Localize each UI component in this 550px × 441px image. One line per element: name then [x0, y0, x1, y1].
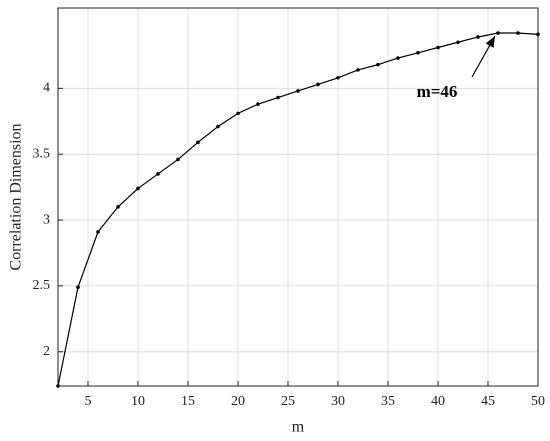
data-point [236, 111, 240, 116]
data-point [96, 230, 100, 234]
data-point [456, 40, 460, 45]
data-point [496, 31, 500, 35]
x-tick-label: 5 [85, 394, 92, 409]
x-tick-label: 25 [281, 394, 295, 409]
data-point [76, 285, 80, 290]
y-tick-label: 3 [43, 212, 50, 227]
y-tick-label: 4 [43, 81, 50, 96]
x-tick-label: 10 [131, 394, 145, 409]
data-point [116, 205, 120, 209]
x-tick-label: 40 [431, 394, 445, 409]
data-line [57, 32, 539, 387]
data-point [156, 172, 160, 176]
data-point [276, 95, 280, 100]
y-tick-label: 3.5 [33, 146, 51, 161]
x-tick-label: 35 [381, 394, 395, 409]
data-point [396, 56, 400, 60]
x-tick-label: 20 [231, 394, 245, 409]
y-tick-label: 2 [43, 344, 50, 359]
data-point [356, 68, 360, 72]
data-point [376, 62, 380, 67]
annotation-text: m=46 [417, 82, 458, 101]
plot-frame [57, 7, 539, 387]
data-point [476, 35, 480, 39]
data-point [56, 384, 60, 388]
data-point [216, 124, 220, 129]
x-tick-label: 45 [481, 394, 495, 409]
data-point [296, 89, 300, 93]
data-point [416, 50, 420, 55]
y-axis-label: Correlation Dimension [8, 123, 25, 270]
arrow-head [485, 36, 495, 48]
data-point [436, 45, 440, 50]
x-axis-label: m [292, 419, 305, 436]
data-point [336, 76, 340, 80]
x-tick-label: 50 [531, 394, 545, 409]
x-tick-label: 15 [181, 394, 195, 409]
data-point [316, 82, 320, 87]
data-point [196, 140, 200, 145]
y-tick-label: 2.5 [33, 278, 51, 293]
data-point [176, 157, 180, 162]
data-point [136, 186, 140, 191]
data-point [516, 31, 520, 35]
data-point [256, 102, 260, 106]
data-point [536, 32, 540, 37]
x-tick-label: 30 [331, 394, 345, 409]
